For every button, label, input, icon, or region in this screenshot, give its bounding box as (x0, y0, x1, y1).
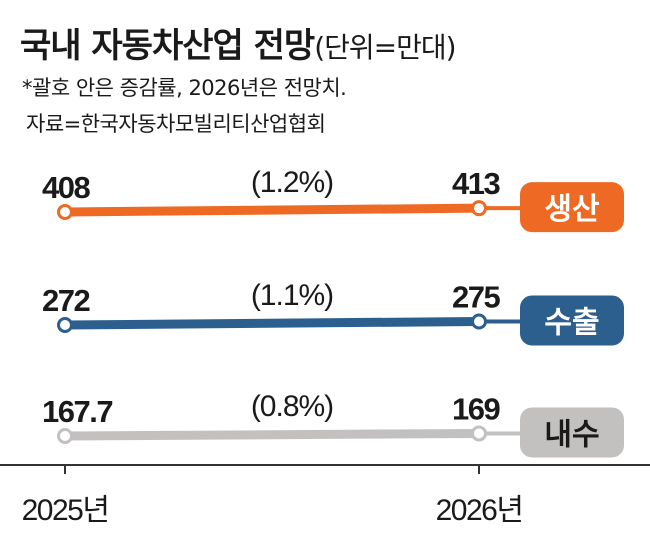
series-group (57, 295, 624, 346)
data-point (471, 200, 487, 217)
chart-title: 국내 자동차산업 전망 (20, 26, 315, 66)
chart-header: 국내 자동차산업 전망(단위=만대) (20, 18, 457, 67)
series-group (57, 407, 624, 458)
data-label: 413 (452, 166, 500, 201)
series-line (60, 428, 484, 441)
data-label: 169 (452, 391, 500, 426)
source-note: 자료=한국자동차모빌리티산업협회 (26, 112, 326, 136)
x-tick-label: 2025년 (22, 494, 109, 527)
series-line (60, 203, 484, 217)
series-line (60, 316, 484, 330)
data-label: 167.7 (42, 394, 112, 429)
footnote: *괄호 안은 증감률, 2026년은 전망치. (22, 76, 347, 100)
change-label: (0.8%) (251, 390, 333, 423)
data-point (57, 204, 73, 220)
data-label: 272 (42, 283, 89, 318)
series-group (57, 182, 624, 233)
series-tag-label: 생산 (544, 192, 600, 227)
series-tag-label: 수출 (544, 305, 599, 340)
data-label: 275 (452, 279, 500, 314)
series-tag-box (520, 407, 624, 458)
series-tag-box (520, 182, 624, 233)
change-label: (1.2%) (251, 166, 333, 199)
series-tag-box (520, 295, 624, 346)
data-label: 408 (42, 170, 90, 205)
data-point (471, 313, 487, 330)
data-point (471, 425, 487, 442)
data-point (57, 317, 73, 333)
x-tick-label: 2026년 (436, 494, 523, 527)
change-label: (1.1%) (251, 279, 333, 312)
series-tag-label: 내수 (544, 417, 599, 452)
unit-label: (단위=만대) (314, 31, 456, 64)
data-point (57, 428, 73, 444)
